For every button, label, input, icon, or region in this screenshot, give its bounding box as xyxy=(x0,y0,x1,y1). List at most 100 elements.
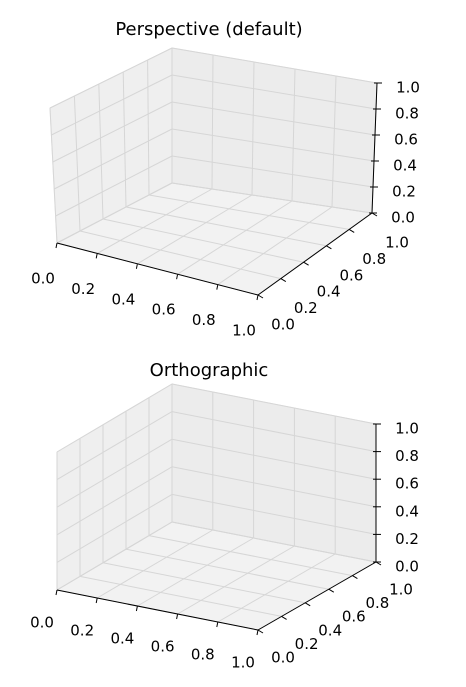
grid-line xyxy=(251,61,255,196)
y-tick-label: 0.8 xyxy=(365,594,389,612)
grid-line xyxy=(56,438,173,508)
grid-line xyxy=(56,493,173,563)
y-tick-label: 0.0 xyxy=(271,316,295,334)
grid-line xyxy=(148,535,353,577)
x-tick-label: 0.2 xyxy=(71,280,95,298)
grid-line xyxy=(98,83,104,220)
grid-line xyxy=(125,206,327,247)
grid-line xyxy=(55,155,173,217)
grid-line xyxy=(52,101,173,163)
grid-line xyxy=(102,218,304,263)
grid-line xyxy=(53,128,173,190)
y-tick-label: 0.2 xyxy=(294,299,318,317)
grid-line xyxy=(51,74,173,136)
x-tick-label: 0.4 xyxy=(111,290,135,308)
x-tick-label: 1.0 xyxy=(231,654,255,672)
grid-line xyxy=(73,95,81,232)
grid-line xyxy=(56,383,173,453)
grid-line xyxy=(137,194,253,265)
grid-line xyxy=(56,521,173,591)
grid-line xyxy=(56,466,173,536)
y-tick-label: 0.4 xyxy=(317,283,341,301)
grid-line xyxy=(211,54,214,190)
tick-mark xyxy=(135,263,138,269)
chart-title: Orthographic xyxy=(150,360,269,381)
tick-mark xyxy=(55,242,58,249)
tick-mark xyxy=(281,615,287,620)
y-axis-line xyxy=(257,212,373,296)
x-tick-label: 0.6 xyxy=(151,638,175,656)
tick-mark xyxy=(216,621,219,628)
grid-line xyxy=(49,47,173,109)
x-axis-line xyxy=(56,589,259,631)
tick-mark xyxy=(176,613,179,620)
tick-mark xyxy=(256,629,259,636)
tick-mark xyxy=(135,605,138,612)
z-tick-label: 0.6 xyxy=(394,131,418,149)
y-axis-line xyxy=(257,561,377,631)
z-tick-label: 0.2 xyxy=(395,530,419,548)
grid-line xyxy=(171,411,377,453)
x-tick-label: 0.0 xyxy=(31,270,55,288)
grid-line xyxy=(171,493,377,535)
x-tick-label: 0.4 xyxy=(110,630,134,648)
grid-line xyxy=(171,101,376,136)
y-tick-label: 1.0 xyxy=(385,234,409,252)
tick-mark xyxy=(256,294,259,301)
tick-mark xyxy=(280,278,287,283)
grid-line xyxy=(171,74,377,110)
grid-line xyxy=(171,466,377,508)
grid-line xyxy=(125,548,329,590)
grid-line xyxy=(102,562,306,604)
x-tick-label: 0.2 xyxy=(70,622,94,640)
grid-line xyxy=(56,182,173,244)
tick-mark xyxy=(216,284,219,290)
y-tick-label: 0.6 xyxy=(339,266,363,284)
y-tick-label: 0.4 xyxy=(318,621,342,639)
z-tick-label: 0.6 xyxy=(395,475,419,493)
z-tick-label: 0.0 xyxy=(395,558,419,576)
z-axis-line xyxy=(371,82,378,214)
tick-mark xyxy=(348,228,355,233)
grid-line xyxy=(96,529,214,599)
z-tick-label: 0.4 xyxy=(393,157,417,175)
grid-line xyxy=(79,575,282,617)
grid-line xyxy=(49,107,58,244)
tick-mark xyxy=(257,294,264,299)
grid-line xyxy=(291,68,296,202)
z-tick-label: 0.8 xyxy=(395,105,419,123)
grid-line xyxy=(137,537,254,607)
grid-line xyxy=(331,75,337,208)
tick-mark xyxy=(176,274,179,280)
grid-line xyxy=(171,128,375,162)
y-tick-label: 0.2 xyxy=(295,635,319,653)
grid-line xyxy=(171,182,373,214)
grid-line xyxy=(171,383,377,425)
grid-line xyxy=(217,206,333,286)
grid-line xyxy=(177,545,295,615)
grid-line xyxy=(171,438,377,480)
tick-mark xyxy=(304,602,311,607)
grid-line xyxy=(122,71,127,208)
y-tick-label: 1.0 xyxy=(389,581,413,599)
grid-line xyxy=(148,194,350,230)
grid-line xyxy=(56,411,173,481)
tick-mark xyxy=(55,589,58,596)
tick-mark xyxy=(328,588,335,593)
grid-line xyxy=(171,47,378,84)
tick-mark xyxy=(257,629,264,634)
z-tick-label: 1.0 xyxy=(396,79,420,97)
y-tick-label: 0.6 xyxy=(342,608,366,626)
tick-mark xyxy=(352,575,358,580)
grid-line xyxy=(217,553,336,623)
x-tick-label: 0.6 xyxy=(152,301,176,319)
y-tick-label: 0.0 xyxy=(271,649,295,667)
tick-mark xyxy=(95,253,98,259)
x-axis-line xyxy=(56,242,259,296)
x-tick-label: 0.8 xyxy=(192,311,216,329)
grid-line xyxy=(96,188,213,254)
grid-line xyxy=(147,59,150,196)
chart-title: Perspective (default) xyxy=(115,19,302,40)
y-tick-label: 0.8 xyxy=(362,250,386,268)
